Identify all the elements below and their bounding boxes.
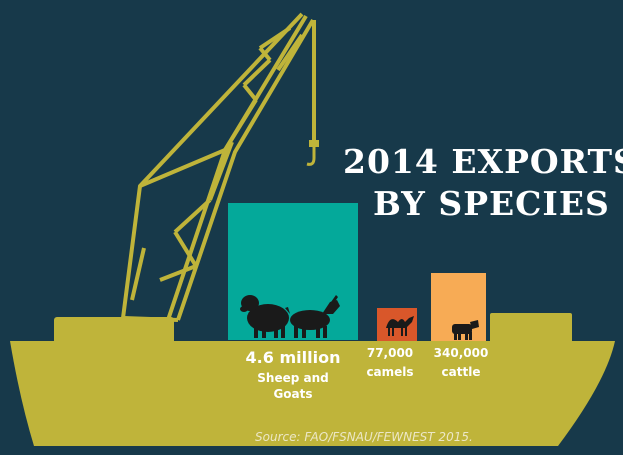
sheep-icon [240,295,289,338]
source-note: Source: FAO/FSNAU/FEWNEST 2015. [255,430,473,444]
sheep-goats-label-line-1: Sheep and [257,371,329,385]
ship-hull [10,313,615,446]
crane [121,12,316,322]
cow-icon [452,320,479,340]
camels-value: 77,000 [366,346,414,360]
cattle-value: 340,000 [433,346,489,360]
sheep-goats-label-line-2: Goats [273,387,313,401]
camels-label: camels [366,365,414,379]
camel-icon [386,316,414,336]
goat-icon [285,295,340,338]
title-line-2: BY SPECIES [373,184,610,223]
cattle-label: cattle [441,365,481,379]
sheep-goats-label: Sheep and Goats [228,370,358,402]
crane-hook-icon [306,140,319,166]
sheep-goats-value: 4.6 million [245,348,341,367]
title-line-1: 2014 EXPORTS [343,142,623,181]
